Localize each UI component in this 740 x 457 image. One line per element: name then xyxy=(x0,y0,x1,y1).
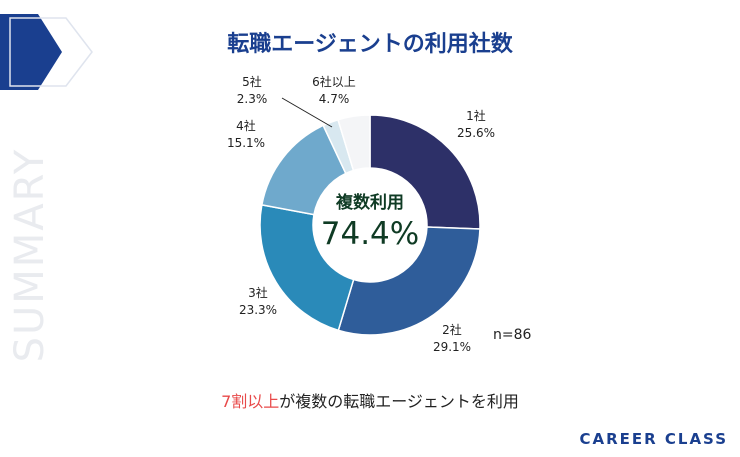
donut-slice-1 xyxy=(369,114,481,230)
chart-title: 転職エージェントの利用社数 xyxy=(227,32,513,57)
summary-caption: 7割以上が複数の転職エージェントを利用 xyxy=(0,388,740,412)
slice-category-label-3: 3社 xyxy=(248,285,268,300)
brand-logo: CAREER CLASS xyxy=(579,430,728,448)
slice-category-label-1: 1社 xyxy=(466,108,486,123)
slice-value-label-4: 15.1% xyxy=(227,136,265,150)
slice-category-label-5: 5社 xyxy=(242,74,262,89)
slice-value-label-2: 29.1% xyxy=(433,340,471,354)
slice-category-label-2: 2社 xyxy=(442,322,462,337)
slice-value-label-3: 23.3% xyxy=(239,303,277,317)
summary-rest: が複数の転職エージェントを利用 xyxy=(279,392,519,411)
center-value: 74.4% xyxy=(321,216,419,252)
slice-value-label-6: 4.7% xyxy=(319,92,350,106)
sample-size-note: n=86 xyxy=(493,327,532,343)
slice-category-label-4: 4社 xyxy=(236,118,256,133)
slice-category-label-6: 6社以上 xyxy=(312,74,356,89)
corner-hexagon-decoration xyxy=(0,14,93,90)
label-leader-line-5 xyxy=(281,97,333,128)
donut-hole xyxy=(313,168,427,282)
corner-hexagon-shape xyxy=(0,14,62,90)
slice-value-label-1: 25.6% xyxy=(457,126,495,140)
slice-value-label-5: 2.3% xyxy=(237,92,268,106)
summary-highlight: 7割以上 xyxy=(221,392,280,411)
corner-hexagon-outline xyxy=(9,17,93,87)
center-caption: 複数利用 xyxy=(335,192,404,213)
